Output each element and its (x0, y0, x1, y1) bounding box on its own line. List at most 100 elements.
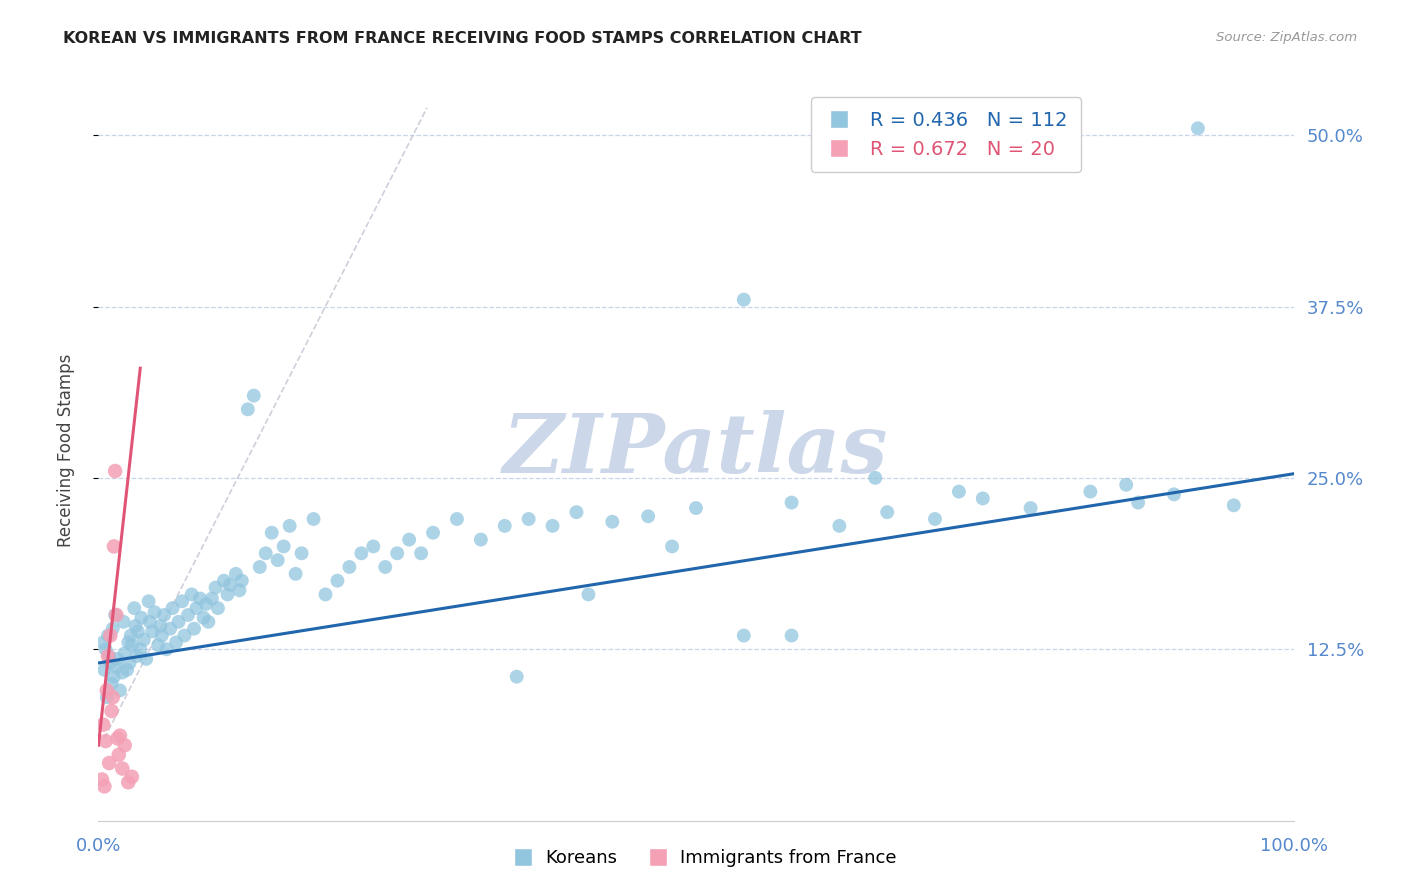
Point (115, 663, 138, 677)
Point (112, 615, 135, 629)
Point (98, 656, 122, 670)
Point (249, 560, 271, 574)
Point (1115, 477, 1137, 491)
Point (260, 525, 283, 540)
Point (108, 729, 131, 743)
Point (948, 484, 970, 499)
Point (148, 638, 170, 652)
Point (217, 587, 239, 601)
Point (93, 663, 115, 677)
Point (111, 762, 134, 776)
Point (103, 540, 125, 554)
Point (141, 624, 163, 639)
Point (302, 512, 325, 526)
Point (267, 553, 290, 567)
Point (350, 546, 373, 560)
Point (197, 615, 219, 629)
Point (207, 601, 229, 615)
Point (195, 597, 218, 611)
Point (97, 628, 120, 642)
Point (517, 512, 540, 526)
Point (150, 628, 173, 642)
Point (167, 615, 190, 629)
Point (661, 540, 683, 554)
Point (219, 578, 242, 592)
Point (155, 642, 177, 657)
Point (96, 690, 118, 705)
Point (411, 546, 433, 560)
Point (173, 628, 195, 642)
Point (1187, 121, 1209, 136)
Point (1223, 498, 1246, 512)
Y-axis label: Receiving Food Stamps: Receiving Food Stamps (56, 354, 75, 547)
Point (143, 605, 166, 619)
Point (91, 635, 114, 649)
Point (107, 747, 129, 762)
Point (780, 495, 803, 509)
Point (422, 525, 444, 540)
Point (94, 734, 117, 748)
Point (578, 587, 600, 601)
Point (139, 615, 162, 629)
Point (132, 632, 155, 647)
Point (162, 601, 184, 615)
Point (98, 649, 121, 664)
Point (149, 619, 172, 633)
Point (180, 587, 202, 601)
Point (172, 594, 194, 608)
Point (138, 594, 160, 608)
Point (104, 464, 127, 478)
Point (105, 607, 128, 622)
Point (374, 560, 396, 574)
Point (177, 607, 200, 622)
Point (121, 770, 143, 784)
Point (100, 676, 122, 690)
Point (494, 519, 516, 533)
Point (470, 533, 492, 547)
Point (97, 649, 120, 664)
Point (254, 546, 277, 560)
Point (101, 622, 124, 636)
Point (117, 775, 139, 789)
Point (124, 601, 146, 615)
Point (446, 512, 468, 526)
Point (183, 622, 205, 636)
Point (103, 670, 125, 684)
Point (159, 622, 181, 636)
Point (108, 683, 131, 698)
Point (94, 642, 117, 657)
Point (107, 731, 129, 746)
Point (828, 519, 851, 533)
Point (93, 780, 115, 794)
Point (104, 607, 127, 622)
Point (315, 587, 337, 601)
Point (120, 628, 142, 642)
Point (278, 519, 301, 533)
Point (398, 533, 420, 547)
Point (506, 670, 529, 684)
Point (284, 566, 307, 581)
Point (114, 738, 136, 752)
Point (780, 628, 803, 642)
Point (637, 509, 659, 524)
Point (131, 611, 153, 625)
Point (326, 574, 349, 588)
Point (541, 519, 564, 533)
Point (602, 515, 624, 529)
Point (1163, 487, 1185, 501)
Point (101, 690, 124, 705)
Point (972, 491, 994, 506)
Text: KOREAN VS IMMIGRANTS FROM FRANCE RECEIVING FOOD STAMPS CORRELATION CHART: KOREAN VS IMMIGRANTS FROM FRANCE RECEIVI… (63, 31, 862, 46)
Point (231, 574, 253, 588)
Point (188, 591, 211, 606)
Point (107, 652, 129, 666)
Point (135, 652, 157, 666)
Text: ZIPatlas: ZIPatlas (503, 410, 889, 491)
Point (153, 607, 176, 622)
Point (100, 704, 122, 718)
Point (117, 635, 139, 649)
Point (91, 772, 114, 787)
Point (733, 628, 755, 642)
Point (228, 583, 250, 598)
Point (1128, 495, 1150, 509)
